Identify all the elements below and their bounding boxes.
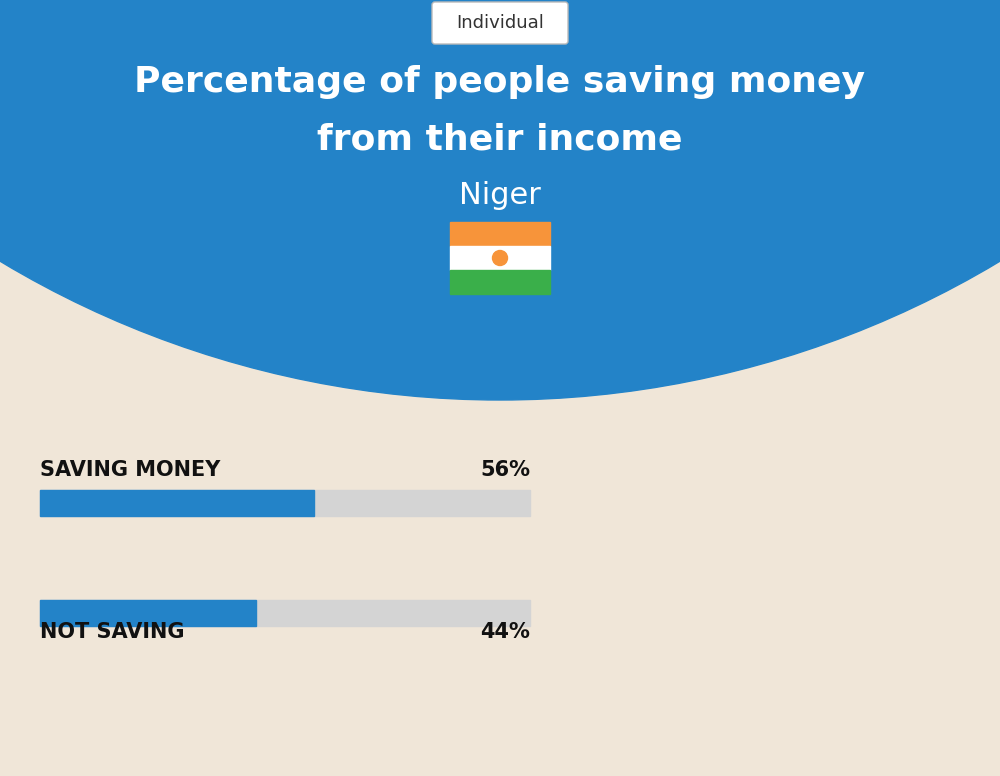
Bar xyxy=(40,600,530,626)
Text: Niger: Niger xyxy=(459,182,541,210)
Bar xyxy=(450,222,550,246)
Text: 44%: 44% xyxy=(480,622,530,642)
FancyBboxPatch shape xyxy=(432,2,568,44)
Bar xyxy=(40,490,530,516)
Text: Percentage of people saving money: Percentage of people saving money xyxy=(134,65,866,99)
Bar xyxy=(450,270,550,294)
Circle shape xyxy=(492,251,508,265)
Text: NOT SAVING: NOT SAVING xyxy=(40,622,184,642)
Text: Individual: Individual xyxy=(456,14,544,32)
Text: 56%: 56% xyxy=(480,460,530,480)
Bar xyxy=(40,600,256,626)
Bar xyxy=(450,246,550,270)
Circle shape xyxy=(0,0,1000,400)
Bar xyxy=(40,490,314,516)
Text: SAVING MONEY: SAVING MONEY xyxy=(40,460,220,480)
Text: from their income: from their income xyxy=(317,123,683,157)
